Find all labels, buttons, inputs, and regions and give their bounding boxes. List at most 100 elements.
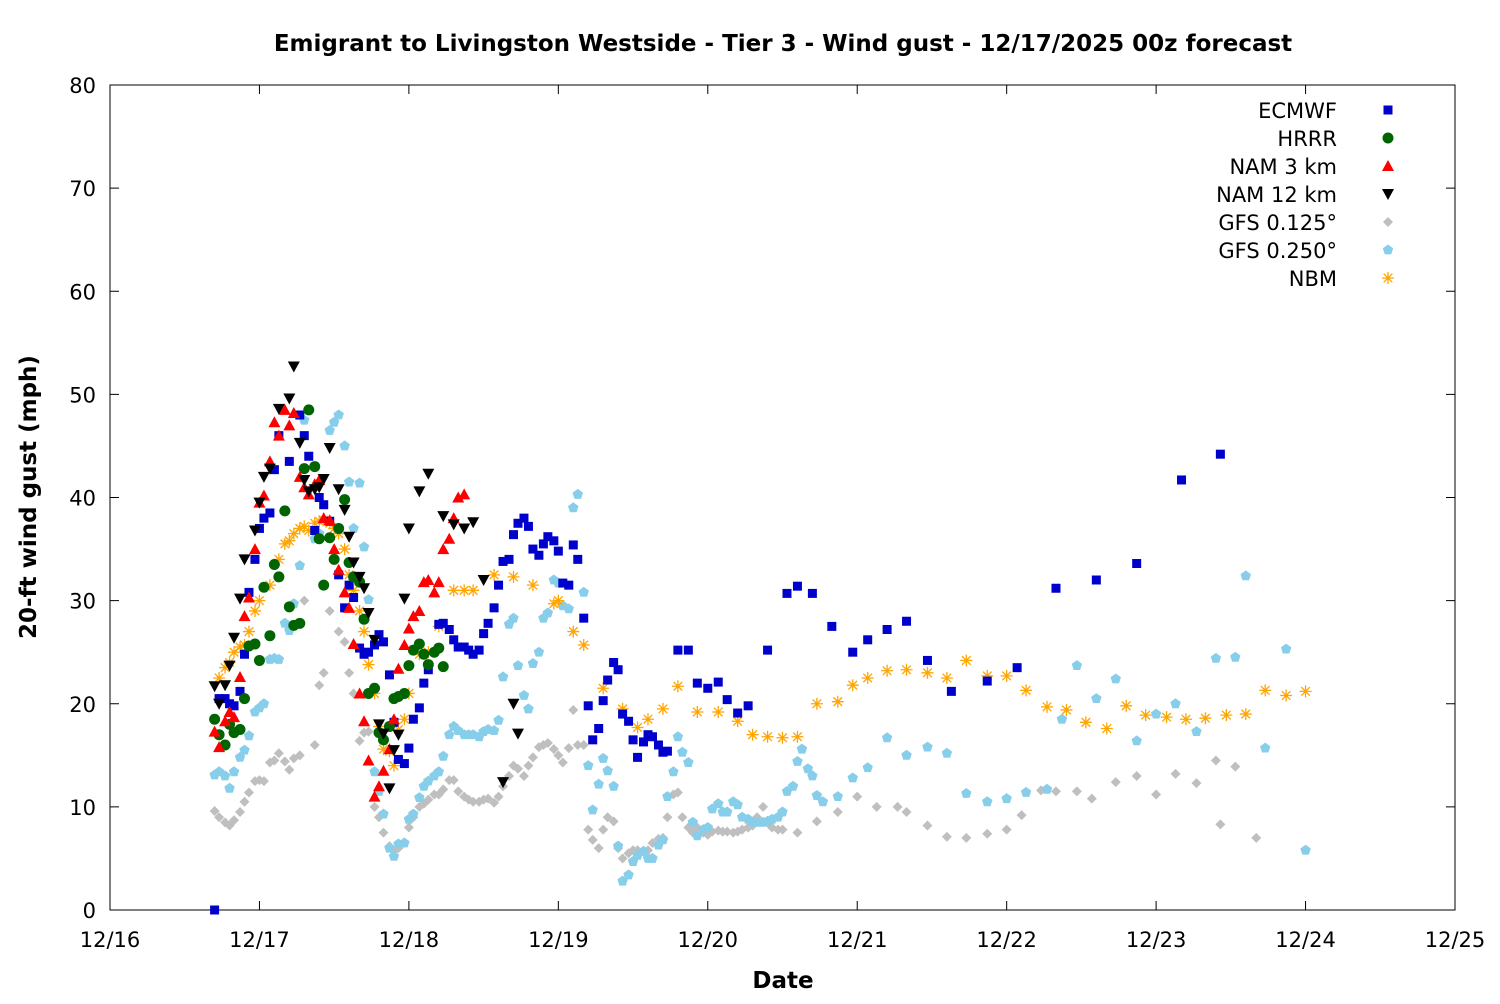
data-point <box>283 534 296 547</box>
data-point <box>298 463 310 475</box>
data-point <box>618 709 628 719</box>
y-tick-label: 10 <box>69 796 96 820</box>
data-point <box>458 584 471 597</box>
data-point <box>354 477 365 488</box>
data-point <box>489 797 500 808</box>
data-point <box>863 635 873 645</box>
data-point <box>242 625 255 638</box>
data-point <box>422 574 435 585</box>
data-point <box>508 612 519 623</box>
data-point <box>369 766 380 777</box>
data-point <box>242 591 255 603</box>
data-point <box>900 663 913 676</box>
data-point <box>583 760 594 771</box>
data-point <box>852 791 863 802</box>
y-tick-label: 70 <box>69 177 96 201</box>
data-point <box>593 843 604 854</box>
x-axis-label: Date <box>752 968 813 994</box>
y-tick-label: 80 <box>69 74 96 98</box>
data-point <box>1056 713 1068 724</box>
data-point <box>208 725 221 737</box>
data-point <box>598 824 609 835</box>
data-point <box>1131 735 1142 746</box>
series-gfs-0-250- <box>209 409 1311 886</box>
data-point <box>598 696 608 706</box>
data-point <box>572 488 583 499</box>
data-point <box>1041 700 1054 713</box>
data-point <box>414 792 425 802</box>
data-point <box>418 648 430 660</box>
data-point <box>1280 689 1293 702</box>
data-point <box>588 735 598 745</box>
data-point <box>219 770 231 781</box>
data-point <box>1220 709 1233 722</box>
data-point <box>272 553 285 566</box>
data-point <box>362 658 375 671</box>
data-point <box>1300 844 1311 855</box>
data-point <box>258 698 270 709</box>
data-point <box>419 678 429 688</box>
data-point <box>229 815 240 826</box>
data-point <box>353 604 366 617</box>
data-point <box>1199 712 1212 725</box>
data-point <box>209 806 220 816</box>
data-point <box>377 764 390 776</box>
data-point <box>1160 711 1173 724</box>
data-point <box>811 790 823 800</box>
data-point <box>448 775 459 786</box>
data-point <box>579 613 589 623</box>
data-point <box>273 748 284 759</box>
data-point <box>284 456 294 466</box>
data-point <box>639 737 649 747</box>
data-point <box>447 584 460 597</box>
chart-title: Emigrant to Livingston Westside - Tier 3… <box>274 31 1292 57</box>
data-point <box>333 409 344 420</box>
data-point <box>392 662 405 674</box>
data-point <box>402 622 415 634</box>
data-point <box>358 583 371 595</box>
data-point <box>253 497 266 509</box>
data-point <box>523 760 534 771</box>
data-point <box>901 749 912 760</box>
x-tick-label: 12/17 <box>229 928 290 952</box>
data-point <box>776 731 789 744</box>
data-point <box>243 730 255 741</box>
data-point <box>224 782 235 793</box>
data-point <box>284 764 295 775</box>
legend-label: NBM <box>1289 267 1337 291</box>
data-point <box>295 410 305 420</box>
data-point <box>347 584 360 597</box>
data-point <box>922 820 933 831</box>
data-point <box>334 570 344 580</box>
data-point <box>323 443 336 454</box>
data-point <box>553 546 563 556</box>
data-point <box>1071 660 1083 670</box>
data-point <box>243 787 254 798</box>
data-point <box>1280 643 1292 654</box>
data-point <box>453 642 463 652</box>
data-point <box>568 540 578 550</box>
data-point <box>253 654 265 666</box>
data-point <box>358 613 370 625</box>
data-point <box>392 723 405 736</box>
data-point <box>314 493 324 502</box>
data-point <box>1079 716 1092 729</box>
data-point <box>362 754 375 766</box>
data-point <box>489 603 499 613</box>
data-point <box>310 526 320 535</box>
data-point <box>553 750 564 761</box>
data-point <box>941 747 953 758</box>
data-point <box>294 560 305 570</box>
data-point <box>668 766 679 777</box>
data-point <box>268 559 280 571</box>
data-point <box>313 482 326 494</box>
data-point <box>468 649 478 659</box>
data-point <box>269 755 280 766</box>
data-point <box>731 715 744 728</box>
data-point <box>452 491 465 503</box>
data-point <box>458 523 471 535</box>
data-point <box>941 831 952 842</box>
data-point <box>671 680 684 693</box>
data-point <box>628 735 638 745</box>
data-point <box>398 713 411 726</box>
